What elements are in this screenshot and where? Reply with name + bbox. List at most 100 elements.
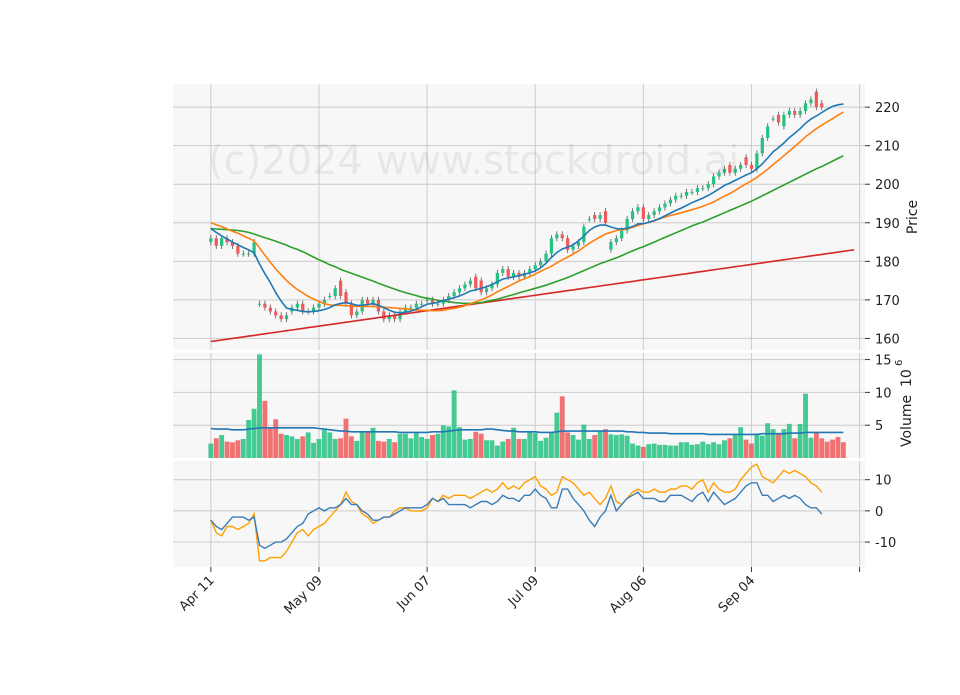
candle-body [225,238,229,243]
candle-body [712,176,716,185]
oscillator-tick-label: -10 [875,536,896,551]
volume-ma-line [210,426,844,436]
volume-bar [473,431,479,458]
volume-bar [354,440,360,458]
volume-bar [240,438,246,458]
volume-bar [527,431,533,458]
candle-body [803,103,808,111]
volume-bar [467,438,473,458]
candle-body [717,172,721,177]
volume-bar [722,440,727,458]
volume-bar [716,444,722,458]
candle-body [663,203,667,208]
candle-body [209,238,213,243]
volume-bar [538,440,544,458]
ma-mid-line [210,111,844,312]
volume-axis-label: Volume [899,395,915,447]
candle-body [284,315,289,320]
volume-bar [608,434,614,458]
candle-body [539,261,543,266]
x-tick-label: Apr 11 [177,573,218,614]
candle-body [582,226,586,243]
candle-body [425,299,429,301]
candle-body [295,303,299,308]
candle-body [409,307,413,309]
volume-bar [208,443,214,458]
candle-body [447,296,451,300]
volume-bar [776,433,781,458]
x-tick-label: Jul 09 [505,573,542,610]
volume-bar [700,441,706,458]
volume-bar [267,428,273,458]
candle-body [311,307,316,312]
volume-bar [489,440,495,458]
candle-body [798,110,802,115]
candle-body [587,218,591,220]
volume-bar [284,435,289,458]
volume-bar [543,437,549,458]
candle-body [647,215,651,219]
volume-bar [403,433,408,458]
volume-bar [624,435,630,458]
price-tick-label: 180 [875,255,900,270]
candle-body [598,215,602,219]
candle-body [441,299,445,304]
volume-bar [300,436,306,458]
volume-bar [813,432,819,458]
candle-body [728,164,732,173]
candle-body [457,288,462,293]
volume-bar [792,438,798,458]
volume-bar [586,438,592,458]
candle-body [625,218,629,231]
volume-bar [711,442,717,458]
volume-bar [613,435,619,458]
price-axis-label: Price [905,200,921,234]
candle-body [274,311,278,316]
candle-body [393,315,397,320]
oscillator-tick-label: 10 [875,474,892,489]
price-tick-label: 160 [875,332,900,347]
x-tick-label: Sep 04 [716,573,759,616]
volume-bar [554,412,560,458]
candle-body [501,269,505,273]
price-tick-label: 200 [875,178,900,193]
volume-bar [646,444,652,458]
candle-body [301,303,305,312]
candle-body [241,253,245,255]
volume-bar [765,423,771,458]
volume-bar [278,433,284,458]
oscillator-tick-label: 0 [875,505,883,520]
x-tick-label: Aug 06 [607,573,650,616]
volume-bar [430,435,435,458]
candle-body [322,299,326,304]
oscillator-panel [173,461,865,567]
candle-body [593,215,597,219]
volume-bar [332,438,338,458]
candle-body [544,253,548,262]
candle-body [614,238,618,243]
volume-bar [521,438,527,458]
volume-bar [273,419,279,458]
volume-bar [413,433,419,458]
volume-bar [835,437,841,458]
volume-bar [251,408,257,458]
candle-body [814,91,818,108]
volume-bar [484,440,489,458]
candle-body [755,153,759,169]
volume-bar [549,433,554,458]
candle-body [230,242,235,246]
volume-bar [570,435,576,458]
volume-bar [819,438,825,458]
candle-body [652,211,656,216]
candle-body [430,299,435,304]
volume-bar [770,429,776,458]
volume-bar [830,439,835,458]
volume-bar [689,444,695,458]
volume-bar [808,437,814,458]
candle-body [349,303,354,316]
volume-bar [678,442,684,458]
volume-bar [657,444,662,458]
volume-bar [305,432,311,458]
candle-body [739,164,743,169]
